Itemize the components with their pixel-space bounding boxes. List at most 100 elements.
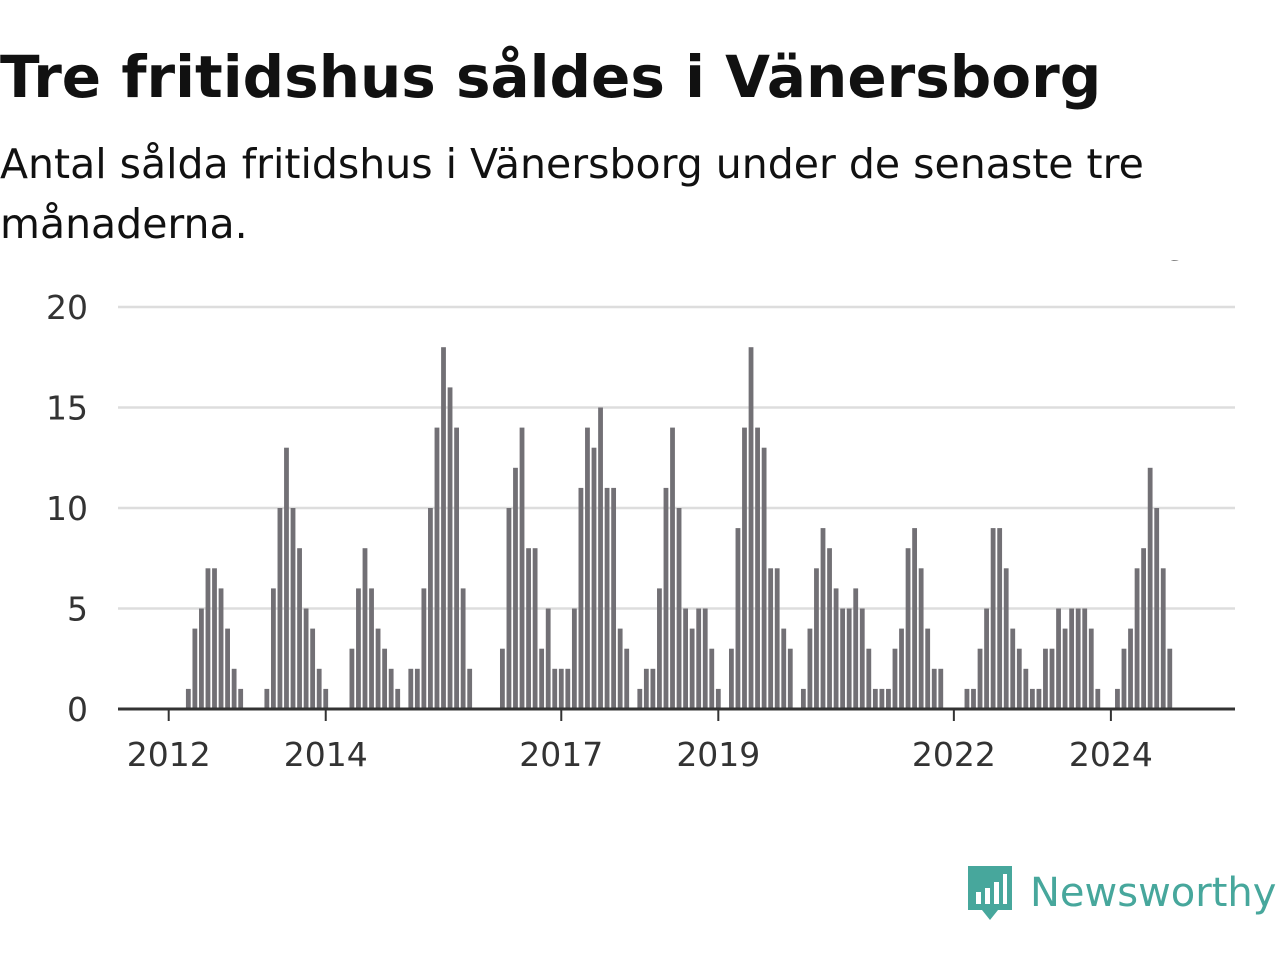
y-tick-label: 5 [67,590,88,629]
bar [1134,568,1140,709]
value-label: 3 [1166,260,1187,268]
bar [454,427,459,709]
bar [297,548,302,709]
bar [212,568,217,709]
bar [728,648,734,709]
bar [702,608,708,709]
bar [807,628,813,709]
bar [316,668,322,709]
bar [1095,688,1101,709]
bar [356,588,361,709]
newsworthy-logo: Newsworthy [964,862,1276,924]
bar [853,588,859,709]
bar [971,688,976,709]
bar [218,588,224,709]
bar [984,608,989,709]
bar [670,427,675,709]
bar [192,628,198,709]
bar [997,528,1003,709]
bar [277,508,283,709]
bar [467,668,473,709]
bar [800,688,806,709]
bar [1010,628,1016,709]
bar-chart: 0 5 10 15 20 2012 2014 2017 2019 2022 2024 3 [46,260,1235,774]
bar [977,648,983,709]
y-tick-label: 20 [46,288,88,327]
bar [1167,648,1173,709]
bar [506,508,512,709]
bar [565,668,571,709]
bar [434,427,440,709]
bar [591,447,597,709]
bar [964,688,970,709]
bar [1036,688,1042,709]
newsworthy-logo-icon [968,866,1012,920]
bar [1115,688,1120,709]
bar [872,688,878,709]
bar [284,447,289,709]
x-tick-label: 2017 [519,735,603,774]
bar [637,688,643,709]
bar [1043,648,1048,709]
bar [545,608,551,709]
x-tick-label: 2014 [284,735,368,774]
bar [918,568,924,709]
bar [558,668,564,709]
bar [827,548,832,709]
bar [447,387,453,709]
bar [912,528,918,709]
bar [441,347,446,709]
bar [1121,648,1127,709]
bar [1056,608,1061,709]
bar [650,668,656,709]
bar [421,588,427,709]
bar [899,628,904,709]
bar [683,608,688,709]
bar [225,628,230,709]
bar [820,528,826,709]
bar [761,447,767,709]
bar [676,508,682,709]
bar [519,427,525,709]
chart-subtitle: Antal sålda fritidshus i Vänersborg unde… [0,140,1144,248]
bar [375,628,381,709]
bar [814,568,819,709]
bar [859,608,865,709]
y-tick-label: 15 [46,389,88,428]
bar [598,407,603,709]
bar [866,648,872,709]
bar [1016,648,1022,709]
bar [774,568,780,709]
bar [310,628,316,709]
bar [585,427,590,709]
bar [846,608,852,709]
bar [414,668,420,709]
value-label-bubble [1159,260,1194,296]
bar [643,668,649,709]
x-tick-label: 2022 [912,735,996,774]
bar [1062,628,1068,709]
bar [1023,668,1029,709]
bar [1088,628,1094,709]
bar [624,648,630,709]
bar [382,648,388,709]
bar [1075,608,1081,709]
bar [689,628,695,709]
bar [303,608,309,709]
bar [905,548,911,709]
bar [395,688,401,709]
bar [1049,648,1055,709]
bar [840,608,846,709]
bar [1069,608,1075,709]
bar [715,688,721,709]
bar [369,588,374,709]
bar [349,648,355,709]
bar [362,548,368,709]
bar [990,528,996,709]
bar [205,568,211,709]
bar [604,487,610,709]
bar [513,467,518,709]
bar [742,427,747,709]
bar [552,668,558,709]
y-tick-label: 10 [46,489,88,528]
